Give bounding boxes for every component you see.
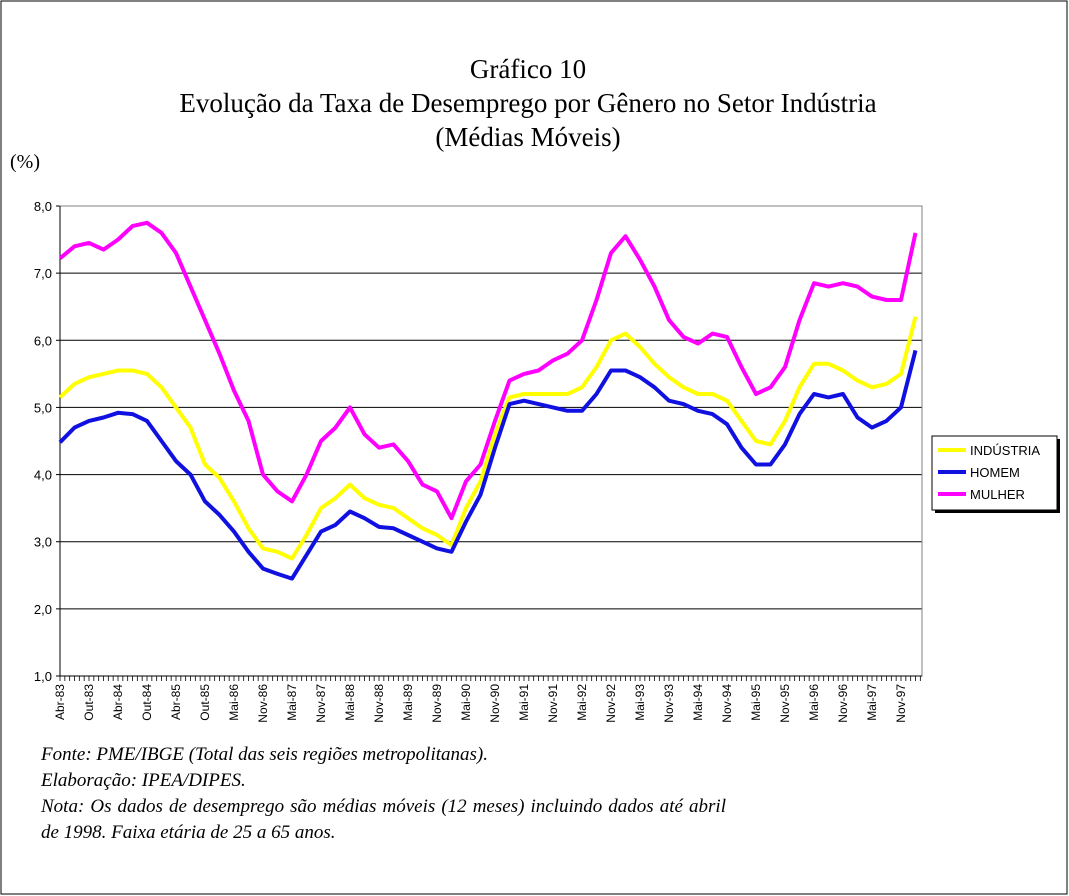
- x-tick-label: Nov-94: [720, 684, 734, 723]
- y-tick-label: 2,0: [34, 602, 52, 617]
- chart-title: Evolução da Taxa de Desemprego por Gêner…: [179, 88, 876, 118]
- x-tick-label: Mai-86: [227, 684, 241, 721]
- legend-label: MULHER: [970, 487, 1025, 502]
- y-axis-label: (%): [10, 151, 40, 173]
- y-tick-label: 1,0: [34, 669, 52, 684]
- x-tick-label: Mai-93: [633, 684, 647, 721]
- x-tick-label: Nov-86: [256, 684, 270, 723]
- series-line: [58, 316, 918, 561]
- y-tick-label: 8,0: [34, 199, 52, 214]
- x-tick-label: Out-84: [140, 684, 154, 721]
- note: Nota: Os dados de desemprego são médias …: [41, 796, 726, 843]
- legend-label: INDÚSTRIA: [970, 443, 1040, 458]
- x-tick-label: Nov-90: [488, 684, 502, 723]
- x-tick-label: Nov-88: [372, 684, 386, 723]
- x-tick-label: Nov-89: [430, 684, 444, 723]
- x-tick-label: Out-83: [82, 684, 96, 721]
- y-tick-label: 5,0: [34, 400, 52, 415]
- x-tick-label: Mai-92: [575, 684, 589, 721]
- x-tick-label: Nov-92: [604, 684, 618, 723]
- x-tick-label: Mai-95: [749, 684, 763, 721]
- x-tick-label: Mai-89: [401, 684, 415, 721]
- x-tick-label: Nov-96: [836, 684, 850, 723]
- x-tick-label: Abr-84: [111, 684, 125, 720]
- y-tick-label: 7,0: [34, 266, 52, 281]
- x-tick-label: Mai-90: [459, 684, 473, 721]
- x-tick-label: Out-85: [198, 684, 212, 721]
- x-tick-label: Mai-96: [807, 684, 821, 721]
- series-line: [58, 349, 918, 581]
- credit: Elaboração: IPEA/DIPES.: [41, 770, 246, 791]
- series-line: [58, 220, 918, 521]
- chart-title: Gráfico 10: [470, 54, 586, 84]
- y-tick-label: 6,0: [34, 333, 52, 348]
- y-tick-label: 3,0: [34, 535, 52, 550]
- x-tick-label: Abr-83: [53, 684, 67, 720]
- x-tick-label: Mai-87: [285, 684, 299, 721]
- notes: Fonte: PME/IBGE (Total das seis regiões …: [41, 742, 726, 846]
- chart-title: (Médias Móveis): [435, 122, 620, 152]
- x-tick-label: Nov-93: [662, 684, 676, 723]
- y-tick-label: 4,0: [34, 468, 52, 483]
- x-tick-label: Nov-91: [546, 684, 560, 723]
- x-tick-label: Mai-91: [517, 684, 531, 721]
- x-tick-label: Nov-87: [314, 684, 328, 723]
- x-tick-label: Abr-85: [169, 684, 183, 720]
- x-tick-label: Mai-97: [865, 684, 879, 721]
- source: Fonte: PME/IBGE (Total das seis regiões …: [41, 744, 488, 765]
- legend-label: HOMEM: [970, 465, 1020, 480]
- x-tick-label: Mai-94: [691, 684, 705, 721]
- x-tick-label: Nov-95: [778, 684, 792, 723]
- x-tick-label: Mai-88: [343, 684, 357, 721]
- x-tick-label: Nov-97: [894, 684, 908, 723]
